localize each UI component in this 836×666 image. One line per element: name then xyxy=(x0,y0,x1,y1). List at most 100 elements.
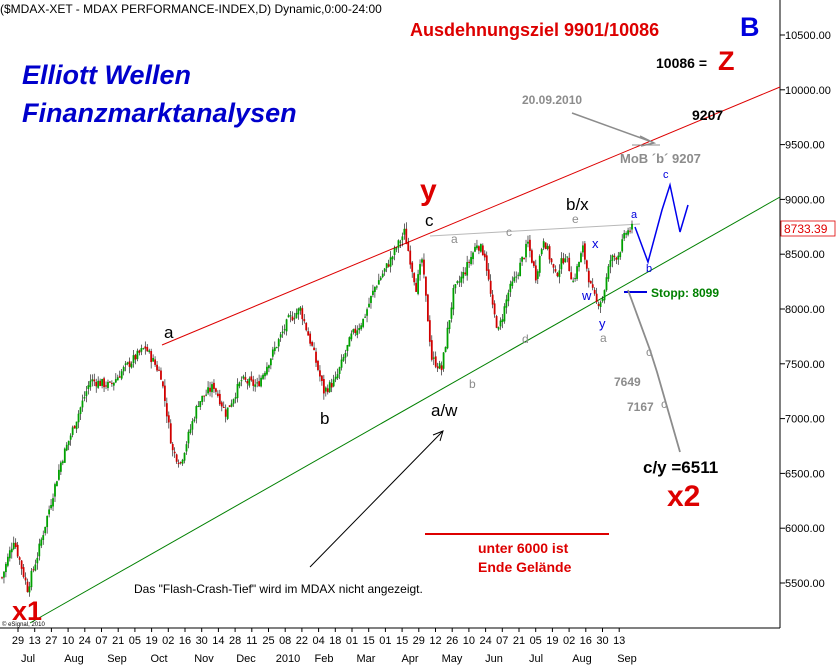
candle-body xyxy=(627,230,629,235)
candle xyxy=(291,311,294,322)
candle xyxy=(407,237,410,252)
candle xyxy=(81,394,84,412)
candle-body xyxy=(426,294,429,322)
candle xyxy=(124,360,127,372)
candle-body xyxy=(401,236,404,241)
candle xyxy=(297,307,300,320)
candle-body xyxy=(142,348,145,350)
candle xyxy=(93,373,96,387)
candle xyxy=(597,301,600,310)
candle xyxy=(442,352,445,372)
candle-body xyxy=(183,452,186,461)
candle-body xyxy=(470,256,472,265)
candle-body xyxy=(570,272,573,280)
candle-body xyxy=(452,287,455,310)
x-month-label: 2010 xyxy=(276,653,300,665)
candle-body xyxy=(189,429,192,433)
x-day-label: 21 xyxy=(112,635,124,647)
candle xyxy=(322,374,325,400)
candle-body xyxy=(564,258,567,263)
candle xyxy=(356,325,359,339)
candle xyxy=(218,389,221,406)
candle xyxy=(413,272,416,286)
candle-body xyxy=(187,431,190,444)
candle xyxy=(572,277,575,283)
stopp-label: Stopp: 8099 xyxy=(651,286,719,300)
candle xyxy=(228,405,231,408)
candle-body xyxy=(419,264,421,275)
candle-body xyxy=(619,252,622,258)
candle-body xyxy=(554,269,557,272)
candle xyxy=(419,259,421,281)
wave-a-gray-top: a xyxy=(451,232,458,246)
candle-body xyxy=(340,359,343,368)
candle xyxy=(150,348,153,369)
wave-x2: x2 xyxy=(667,480,700,513)
candle xyxy=(222,401,225,409)
candle xyxy=(187,429,190,449)
candle xyxy=(136,348,139,362)
candle xyxy=(387,259,390,268)
candle-body xyxy=(481,245,484,256)
candle xyxy=(173,447,176,458)
candle xyxy=(264,370,266,380)
candle-body xyxy=(258,381,261,387)
candle-body xyxy=(332,379,335,387)
candle xyxy=(631,220,633,234)
candle-body xyxy=(250,376,253,381)
candle-body xyxy=(203,395,206,397)
candle xyxy=(128,357,131,374)
candle-body xyxy=(466,262,469,276)
candle xyxy=(476,239,478,251)
candle xyxy=(562,252,565,265)
candle-body xyxy=(515,276,518,278)
candle xyxy=(28,581,31,597)
candle xyxy=(426,293,429,322)
candle-body xyxy=(252,379,255,386)
date-arrow xyxy=(571,112,653,143)
candle xyxy=(5,561,7,578)
candle-body xyxy=(534,265,537,281)
x-day-label: 10 xyxy=(463,635,475,647)
candle xyxy=(162,380,164,389)
candle xyxy=(146,344,149,352)
candle xyxy=(542,238,545,251)
candle xyxy=(411,260,414,278)
candle xyxy=(529,234,531,258)
candle-body xyxy=(391,256,394,260)
candle-body xyxy=(311,342,313,346)
candle xyxy=(552,263,555,274)
candle xyxy=(197,401,200,408)
candle xyxy=(617,251,620,265)
candle xyxy=(256,377,259,388)
candle-body xyxy=(523,257,525,259)
candle xyxy=(578,261,580,272)
candle-body xyxy=(154,359,156,365)
candle-body xyxy=(478,246,480,251)
candle xyxy=(293,312,296,325)
level-10086-wave-Z: Z xyxy=(718,46,735,76)
candle-body xyxy=(387,264,390,267)
wave-aw-label: a/w xyxy=(431,401,458,420)
candles xyxy=(1,220,633,597)
candle-body xyxy=(464,272,467,275)
candle-body xyxy=(505,299,508,308)
candle xyxy=(583,240,586,265)
candle xyxy=(405,222,408,245)
candle xyxy=(130,361,133,369)
x-day-label: 05 xyxy=(129,635,141,647)
candle-body xyxy=(377,280,380,285)
candle xyxy=(560,252,563,274)
candle-body xyxy=(158,369,160,371)
candle xyxy=(34,559,37,572)
candle-body xyxy=(281,331,284,334)
candle xyxy=(350,330,353,342)
candle-body xyxy=(360,325,363,330)
candle-body xyxy=(615,257,618,260)
x-day-label: 27 xyxy=(45,635,57,647)
candle xyxy=(511,276,514,289)
candle-body xyxy=(52,498,54,507)
candle xyxy=(266,362,268,376)
x-month-label: Sep xyxy=(617,653,637,665)
candle-body xyxy=(111,382,113,384)
